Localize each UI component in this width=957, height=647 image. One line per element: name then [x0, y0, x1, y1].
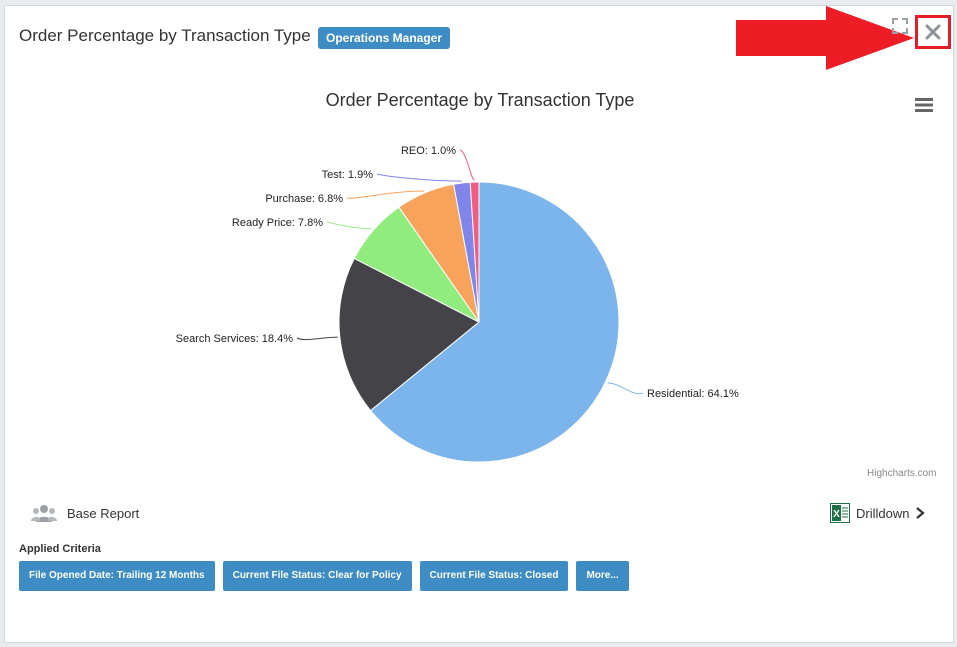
- chart-menu-icon[interactable]: [915, 98, 933, 112]
- connector-ready-price: [326, 221, 372, 230]
- data-label-residential: Residential: 64.1%: [647, 388, 739, 400]
- data-label-test: Test: 1.9%: [322, 169, 374, 181]
- criteria-status-closed[interactable]: Current File Status: Closed: [419, 561, 569, 591]
- data-label-purchase: Purchase: 6.8%: [265, 193, 343, 205]
- criteria-more-button[interactable]: More...: [576, 561, 629, 591]
- close-icon[interactable]: [915, 15, 951, 49]
- drilldown-link[interactable]: X Drilldown: [830, 503, 926, 523]
- connector-purchase: [346, 190, 425, 199]
- connector-residential: [607, 382, 644, 395]
- criteria-status-clear-for-policy[interactable]: Current File Status: Clear for Policy: [222, 561, 412, 591]
- pie-slice-residential[interactable]: [369, 181, 620, 463]
- criteria-file-opened-date[interactable]: File Opened Date: Trailing 12 Months: [19, 561, 215, 591]
- connector-test: [376, 173, 462, 182]
- chart-title: Order Percentage by Transaction Type: [325, 90, 635, 110]
- data-label-reo: REO: 1.0%: [401, 145, 456, 157]
- panel-title: Order Percentage by Transaction Type: [19, 26, 311, 45]
- pie-slice-search-services[interactable]: [338, 257, 480, 412]
- criteria-list: File Opened Date: Trailing 12 Months Cur…: [19, 561, 629, 591]
- excel-icon: X: [830, 503, 850, 523]
- pie-chart: Residential: 64.1% Search Services: 18.4%…: [176, 145, 739, 463]
- connector-reo: [459, 149, 476, 181]
- chevron-right-icon: [916, 507, 926, 519]
- svg-text:X: X: [833, 509, 840, 520]
- role-badge: Operations Manager: [318, 27, 451, 49]
- report-panel: Order Percentage by Transaction Type Ope…: [4, 5, 954, 643]
- expand-icon[interactable]: [891, 17, 909, 35]
- base-report-label: Base Report: [67, 505, 140, 521]
- users-group-icon: [31, 505, 57, 522]
- data-label-ready-price: Ready Price: 7.8%: [232, 217, 323, 229]
- base-report-link[interactable]: Base Report: [31, 504, 139, 522]
- highcharts-credits[interactable]: Highcharts.com: [867, 468, 937, 479]
- connector-search-services: [296, 336, 338, 341]
- pie-slice-reo[interactable]: [469, 181, 480, 323]
- applied-criteria-heading: Applied Criteria: [19, 543, 101, 555]
- data-label-search-services: Search Services: 18.4%: [176, 333, 294, 345]
- red-arrow-annotation-icon: [736, 6, 914, 70]
- drilldown-label: Drilldown: [856, 505, 910, 521]
